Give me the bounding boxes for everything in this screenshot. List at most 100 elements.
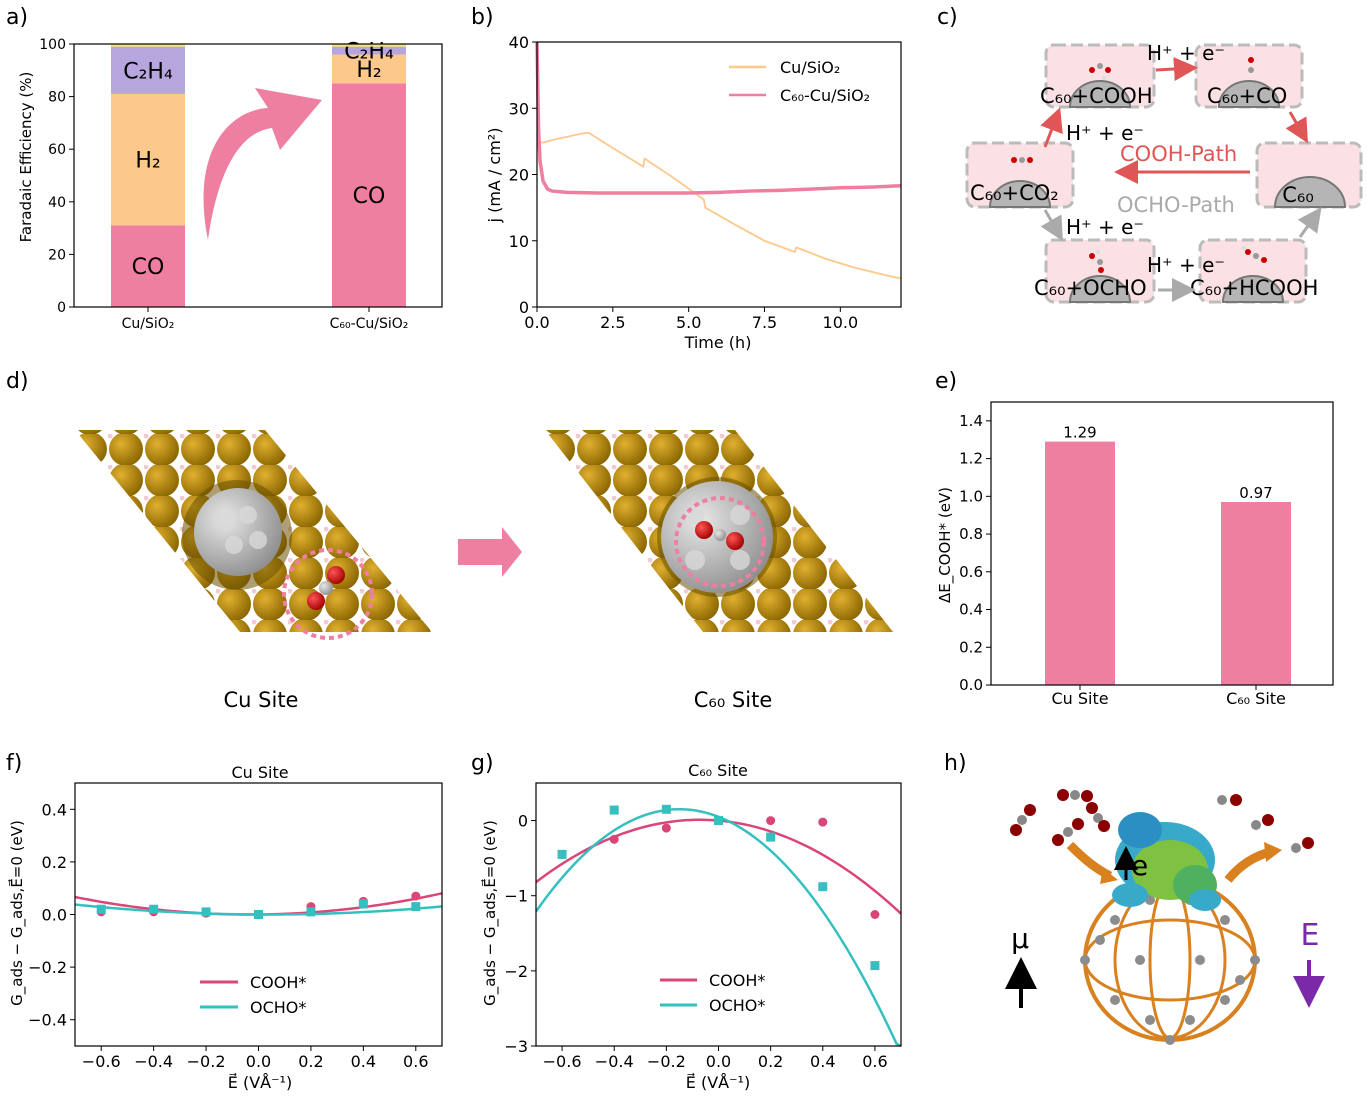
field-label: E bbox=[1301, 918, 1320, 953]
data-point-cooh bbox=[661, 823, 671, 833]
state-box-co bbox=[1194, 43, 1304, 109]
y-tick-label: 1.2 bbox=[959, 450, 983, 468]
y-tick-label: −0.2 bbox=[28, 958, 67, 977]
y-tick-label: 0.4 bbox=[42, 800, 67, 819]
chart-f-ylabel: G_ads − G_ads,E⃗=0 (eV) bbox=[7, 820, 27, 1006]
y-tick-label: 60 bbox=[48, 142, 66, 158]
data-point-ocho bbox=[609, 805, 619, 815]
x-tick-label: 0.0 bbox=[706, 1052, 731, 1071]
x-tick-label: 0.2 bbox=[758, 1052, 783, 1071]
y-tick-label: 0 bbox=[57, 300, 66, 316]
reaction-cycle: C₆₀+COOH C₆₀+CO C₆₀ C₆₀+CO₂ C₆₀+OCHO C₆₀… bbox=[965, 41, 1363, 304]
c60-cluster bbox=[194, 488, 282, 576]
data-point-ocho bbox=[714, 816, 723, 826]
step-label-3: H⁺ + e⁻ bbox=[1066, 215, 1144, 239]
series-line-1 bbox=[535, 41, 902, 195]
carbon-atom bbox=[714, 529, 726, 541]
electron-label: e bbox=[1131, 849, 1148, 882]
data-point-ocho bbox=[661, 804, 671, 814]
increase-arrow bbox=[203, 88, 322, 240]
state-label-co2: C₆₀+CO₂ bbox=[970, 181, 1059, 205]
oxygen-atom bbox=[695, 521, 713, 539]
state-label-c60: C₆₀ bbox=[1282, 183, 1314, 207]
x-tick-label: 0.0 bbox=[524, 313, 549, 332]
x-tick-label: C₆₀ Site bbox=[1226, 689, 1286, 708]
cu-slab-right bbox=[545, 430, 893, 632]
state-label-cooh: C₆₀+COOH bbox=[1040, 84, 1153, 108]
chart-f-legend: COOH* OCHO* bbox=[200, 973, 306, 1017]
adsorption-site-ring bbox=[674, 496, 766, 588]
x-tick-label: Cu Site bbox=[1051, 689, 1108, 708]
panel-label-d: d) bbox=[6, 369, 29, 394]
panel-label-h: h) bbox=[944, 751, 967, 776]
bar-value-label: 1.29 bbox=[1063, 424, 1096, 442]
bar bbox=[1045, 441, 1115, 685]
state-box-cooh bbox=[1044, 43, 1156, 109]
y-tick-label: 80 bbox=[48, 90, 66, 106]
chart-e-ylabel: ΔE_COOH* (eV) bbox=[936, 487, 955, 603]
c60-cage bbox=[1080, 875, 1260, 1045]
chart-g: −0.6 −0.4 −0.2 0.0 0.2 0.4 0.6 −3 −2 −1 0 C₆₀ Site… bbox=[480, 761, 902, 1092]
x-tick-label: 0.4 bbox=[810, 1052, 835, 1071]
chart-a-frame bbox=[73, 43, 443, 308]
panel-label-a: a) bbox=[6, 5, 28, 30]
x-tick-label: 10.0 bbox=[823, 313, 859, 332]
x-tick-label: 0.6 bbox=[862, 1052, 887, 1071]
x-tick-label: 5.0 bbox=[676, 313, 701, 332]
fit-curve-cooh bbox=[535, 818, 902, 915]
field-illustration: e μ E bbox=[1005, 789, 1325, 1045]
x-tick-label: C₆₀-Cu/SiO₂ bbox=[330, 316, 409, 332]
y-tick-label: 0.4 bbox=[959, 601, 983, 619]
data-point-ocho bbox=[201, 907, 211, 917]
data-point-ocho bbox=[818, 882, 828, 892]
legend-label-cooh: COOH* bbox=[250, 973, 306, 992]
bar-segment-co bbox=[111, 225, 185, 307]
y-tick-label: −1 bbox=[504, 887, 528, 906]
x-tick-label: −0.2 bbox=[647, 1052, 686, 1071]
arrow-cooh-to-co bbox=[1155, 57, 1198, 81]
y-tick-label: 1.4 bbox=[959, 412, 983, 430]
bar-label-h2: H₂ bbox=[356, 58, 381, 83]
data-point-ocho bbox=[766, 832, 776, 842]
y-tick-label: 0.0 bbox=[42, 906, 67, 925]
x-tick-label: 0.4 bbox=[351, 1052, 376, 1071]
x-tick-label: 7.5 bbox=[752, 313, 777, 332]
path-label-ocho: OCHO-Path bbox=[1117, 193, 1235, 217]
chart-g-xlabel: E⃗ (VÅ⁻¹) bbox=[686, 1072, 750, 1092]
y-tick-label: 20 bbox=[48, 247, 66, 263]
y-tick-label: −0.4 bbox=[28, 1011, 67, 1030]
y-tick-label: 40 bbox=[509, 33, 529, 52]
carbon-atom bbox=[319, 581, 333, 595]
chart-f-title: Cu Site bbox=[231, 763, 288, 782]
bar-label-co: CO bbox=[132, 255, 165, 280]
data-point-ocho bbox=[358, 899, 368, 909]
y-tick-label: 40 bbox=[48, 195, 66, 211]
data-point-cooh bbox=[870, 910, 880, 919]
bar-segment-c2h4 bbox=[332, 46, 406, 55]
dipole-label: μ bbox=[1011, 922, 1029, 955]
x-tick-label: Cu/SiO₂ bbox=[122, 316, 175, 332]
chart-e: 1.29 0.97 Cu Site C₆₀ Site 0.0 0.2 0.4 0.6 0.8 1… bbox=[936, 401, 1334, 708]
data-point-ocho bbox=[870, 961, 880, 971]
arrow-co2-to-ocho bbox=[1040, 209, 1063, 242]
data-point-cooh bbox=[411, 891, 421, 901]
structure-models: Cu Site C₆₀ Site bbox=[75, 430, 893, 712]
x-tick-label: −0.6 bbox=[543, 1052, 582, 1071]
legend-label-cu: Cu/SiO₂ bbox=[780, 58, 840, 77]
bar-segment-other bbox=[111, 44, 185, 47]
caption-c60-site: C₆₀ Site bbox=[694, 688, 773, 712]
co2-molecules bbox=[1010, 789, 1314, 853]
legend-label-ocho: OCHO* bbox=[250, 998, 306, 1017]
bar-segment-co bbox=[332, 83, 406, 307]
adsorbate-icons bbox=[1011, 57, 1267, 273]
x-tick-label: 0.2 bbox=[298, 1052, 323, 1071]
chart-b: 0.0 2.5 5.0 7.5 10.0 0 10 20 30 40 Time (h) j (mA… bbox=[485, 33, 902, 352]
state-box-hcooh bbox=[1198, 238, 1308, 304]
x-tick-label: −0.2 bbox=[187, 1052, 226, 1071]
panel-label-f: f) bbox=[6, 751, 22, 776]
y-tick-label: 0.0 bbox=[959, 676, 983, 694]
x-tick-label: −0.6 bbox=[82, 1052, 121, 1071]
outflow-arrow bbox=[1224, 847, 1272, 883]
oxygen-atom bbox=[327, 566, 345, 584]
